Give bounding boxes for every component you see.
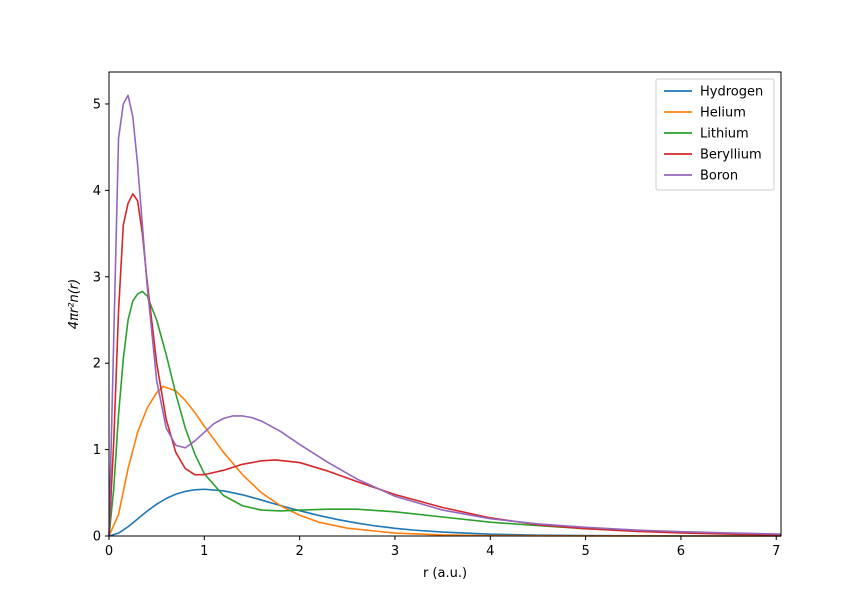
- x-axis-ticks: 0 1 2 3 4 5 6 7: [105, 536, 780, 559]
- x-axis-label: r (a.u.): [423, 566, 467, 581]
- x-tick-label: 0: [105, 544, 113, 559]
- axes-frame: [108, 71, 782, 537]
- x-tick-label: 2: [295, 544, 303, 559]
- y-tick-label: 4: [93, 184, 101, 199]
- y-tick-label: 0: [93, 530, 101, 545]
- legend-label-hydrogen: Hydrogen: [700, 85, 763, 100]
- series-line-lithium: [108, 290, 782, 537]
- x-tick-label: 3: [391, 544, 399, 559]
- x-tick-label: 1: [200, 544, 208, 559]
- x-tick-label: 4: [486, 544, 494, 559]
- legend-label-helium: Helium: [700, 106, 746, 121]
- series-line-helium: [108, 385, 782, 537]
- y-axis-ticks: 0 1 2 3 4 5: [93, 97, 109, 545]
- series-line-beryllium: [108, 193, 782, 537]
- legend-label-lithium: Lithium: [700, 127, 749, 142]
- x-tick-label: 5: [581, 544, 589, 559]
- series-line-boron: [108, 94, 782, 537]
- y-tick-label: 5: [93, 97, 101, 112]
- x-tick-label: 7: [772, 544, 780, 559]
- x-tick-label: 6: [677, 544, 685, 559]
- y-axis-label: 4πr²n(r): [67, 279, 82, 329]
- y-tick-label: 2: [93, 357, 101, 372]
- legend-label-beryllium: Beryllium: [700, 148, 762, 163]
- y-tick-label: 1: [93, 443, 101, 458]
- legend-box: [655, 78, 775, 191]
- y-tick-label: 3: [93, 270, 101, 285]
- series-layer: [108, 94, 782, 537]
- legend-label-boron: Boron: [700, 169, 738, 184]
- legend: Hydrogen Helium Lithium Beryllium Boron: [655, 78, 775, 191]
